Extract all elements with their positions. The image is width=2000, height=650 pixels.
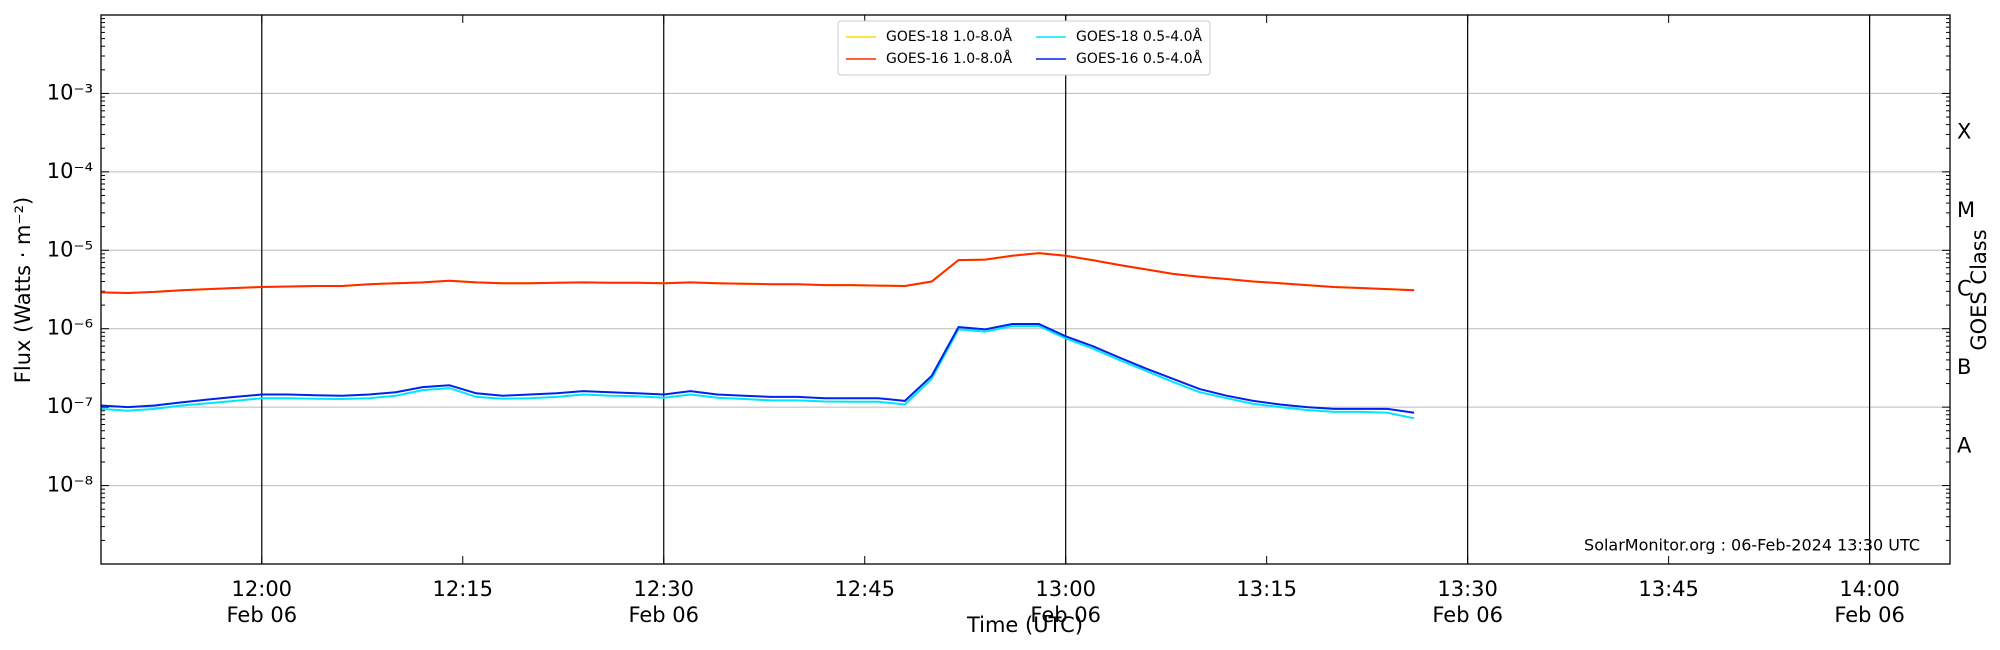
annotation: SolarMonitor.org : 06-Feb-2024 13:30 UTC — [1584, 536, 1920, 555]
y-tick-label: 10⁻³ — [47, 80, 93, 104]
legend-box — [837, 20, 1211, 76]
y2-axis-label: GOES Class — [1967, 229, 1991, 350]
y-tick-label: 10⁻⁸ — [47, 473, 93, 497]
y2-tick-label: C — [1957, 277, 1972, 301]
x-tick-date: Feb 06 — [226, 603, 297, 627]
x-tick-label: 13:15 — [1236, 577, 1297, 601]
x-tick-date: Feb 06 — [1432, 603, 1503, 627]
x-tick-label: 13:00 — [1035, 577, 1096, 601]
x-tick-label: 13:45 — [1638, 577, 1699, 601]
x-tick-label: 13:30 — [1437, 577, 1498, 601]
legend-label: GOES-16 1.0-8.0Å — [886, 50, 1012, 67]
series-line — [100, 252, 1415, 295]
y-axis-label: Flux (Watts · m⁻²) — [11, 197, 35, 383]
y2-tick-label: X — [1957, 120, 1971, 144]
x-tick-date: Feb 06 — [1030, 603, 1101, 627]
x-tick-label: 12:15 — [432, 577, 493, 601]
y-tick-label: 10⁻⁴ — [47, 159, 93, 183]
legend: GOES-18 1.0-8.0Å GOES-16 1.0-8.0Å GOES-18 … — [837, 20, 1211, 76]
legend-label: GOES-18 1.0-8.0Å — [886, 28, 1012, 45]
x-tick-label: 12:45 — [834, 577, 895, 601]
series-line — [100, 323, 1415, 414]
x-tick-label: 12:30 — [633, 577, 694, 601]
x-axis-label: Time (UTC) — [966, 613, 1083, 637]
y2-tick-label: A — [1957, 433, 1972, 457]
legend-label: GOES-16 0.5-4.0Å — [1076, 50, 1202, 67]
x-tick-label: 12:00 — [232, 577, 293, 601]
y-tick-label: 10⁻⁶ — [47, 316, 93, 340]
x-tick-date: Feb 06 — [1834, 603, 1905, 627]
x-tick-date: Feb 06 — [628, 603, 699, 627]
y-tick-label: 10⁻⁵ — [47, 237, 93, 261]
legend-label: GOES-18 0.5-4.0Å — [1076, 28, 1202, 45]
y-tick-label: 10⁻⁷ — [47, 394, 93, 418]
y2-tick-label: M — [1957, 198, 1975, 222]
series-line — [100, 325, 1415, 420]
x-tick-label: 14:00 — [1839, 577, 1900, 601]
y2-tick-label: B — [1957, 355, 1971, 379]
plot-frame — [100, 14, 1951, 565]
